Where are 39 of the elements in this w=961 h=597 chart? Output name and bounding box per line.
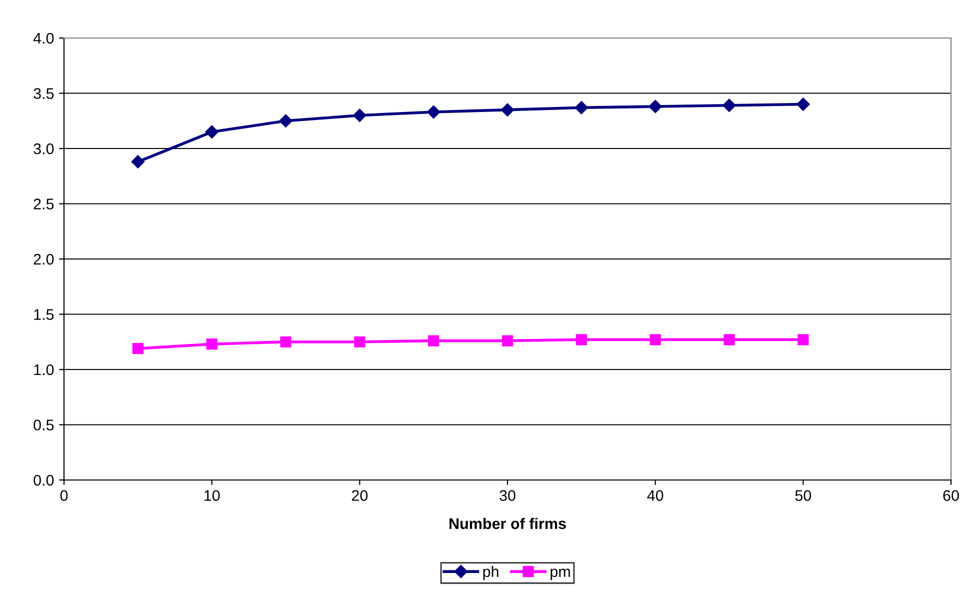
- y-tick-label: 4.0: [33, 32, 54, 44]
- point: [353, 108, 366, 122]
- x-tick-label: 30: [500, 490, 516, 501]
- y-tick-label: 3.0: [34, 143, 54, 154]
- point: [428, 335, 440, 346]
- point: [131, 155, 145, 168]
- point: [426, 105, 440, 119]
- x-tick-label: 0: [60, 490, 68, 501]
- y-tick-label: 0.5: [34, 420, 54, 430]
- y-tick-label: 3.5: [34, 88, 54, 99]
- y-tick-label: 1.5: [34, 309, 54, 320]
- point: [576, 334, 587, 346]
- point: [796, 98, 810, 111]
- point: [650, 334, 661, 346]
- point: [574, 101, 588, 114]
- point: [279, 114, 292, 128]
- x-tick-label: 50: [795, 490, 812, 501]
- y-tick-label: 1.0: [34, 364, 54, 376]
- point: [354, 336, 366, 348]
- y-tick-label: 0.0: [34, 474, 54, 486]
- point: [500, 103, 514, 116]
- x-tick-label: 40: [647, 490, 664, 501]
- legend-label: ph: [483, 566, 498, 580]
- point: [502, 335, 514, 346]
- y-tick-label: 2.5: [34, 198, 54, 210]
- point: [648, 100, 662, 114]
- x-tick-label: 10: [204, 490, 220, 501]
- x-tick-label: 60: [943, 490, 959, 501]
- x-tick-label: 20: [352, 490, 368, 501]
- point: [722, 98, 736, 112]
- point: [280, 336, 292, 348]
- point: [798, 334, 809, 346]
- y-tick-label: 2.0: [34, 254, 54, 265]
- x-axis-title: Number of firms: [450, 518, 566, 530]
- point: [205, 125, 218, 139]
- point: [206, 338, 218, 350]
- point: [724, 334, 735, 346]
- legend-label: pm: [550, 568, 570, 580]
- point: [132, 342, 144, 354]
